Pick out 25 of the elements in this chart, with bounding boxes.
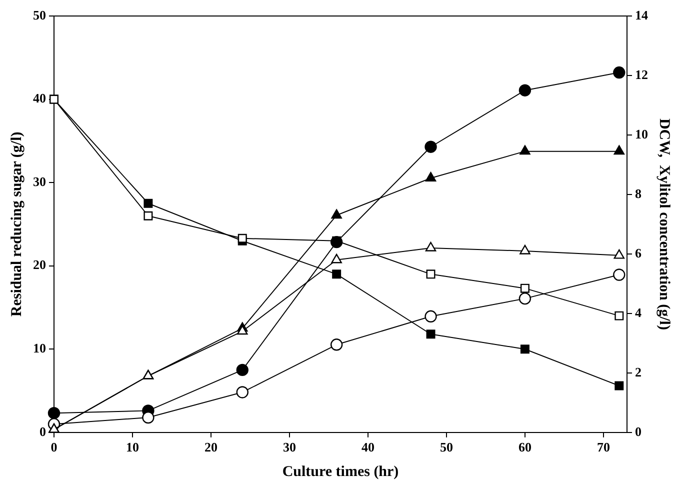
x-axis-title: Culture times (hr) xyxy=(282,464,399,480)
x-tick-label: 50 xyxy=(440,440,453,455)
x-tick-label: 70 xyxy=(596,440,610,455)
x-tick-label: 30 xyxy=(282,440,296,455)
x-tick-label: 0 xyxy=(50,440,58,455)
y2-axis-title: DCW, Xylitol concentration (g/l) xyxy=(656,118,672,330)
y2-tick-label: 14 xyxy=(635,7,648,22)
x-tick-label: 40 xyxy=(361,440,374,455)
y-tick-label: 30 xyxy=(33,174,46,189)
y-tick-label: 40 xyxy=(33,90,46,106)
y-tick-label: 20 xyxy=(33,257,46,272)
x-tick-label: 20 xyxy=(204,440,218,455)
y-tick-label: 0 xyxy=(40,424,46,439)
y2-tick-label: 2 xyxy=(635,364,642,380)
y-tick-label: 50 xyxy=(33,7,46,22)
x-tick-label: 10 xyxy=(126,440,139,455)
y2-tick-label: 10 xyxy=(635,126,648,142)
y2-tick-label: 4 xyxy=(635,304,642,320)
y2-tick-label: 0 xyxy=(635,424,642,439)
y2-tick-label: 8 xyxy=(635,186,642,201)
y-tick-label: 10 xyxy=(33,340,46,356)
x-tick-label: 60 xyxy=(518,440,532,455)
y-axis-title: Residual reducing sugar (g/l) xyxy=(8,132,25,317)
y2-tick-label: 12 xyxy=(635,66,648,82)
y2-tick-label: 6 xyxy=(635,245,642,260)
